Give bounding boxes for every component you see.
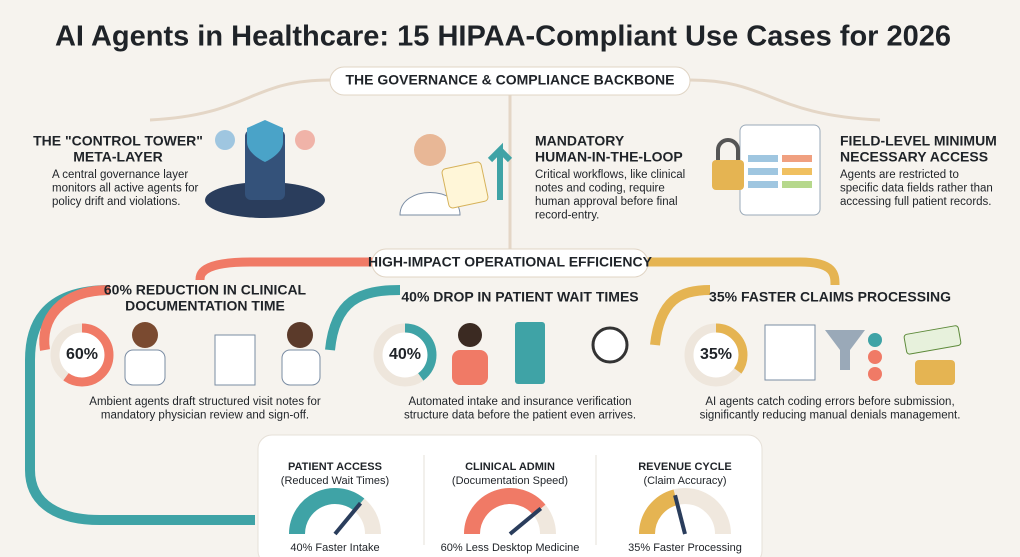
item-title: 35% FASTER CLAIMS PROCESSING <box>709 289 951 305</box>
section-header: THE GOVERNANCE & COMPLIANCE BACKBONE <box>345 72 674 88</box>
page-title: AI Agents in Healthcare: 15 HIPAA-Compli… <box>55 21 951 53</box>
item-text: Critical workflows, like clinical <box>535 169 685 181</box>
section-pill <box>371 248 649 278</box>
item-text: accessing full patient records. <box>840 196 992 208</box>
efficiency-icons <box>124 322 962 386</box>
connector <box>640 257 840 286</box>
control-tower-icon <box>205 120 325 218</box>
gauge-subtitle: (Documentation Speed) <box>452 475 568 487</box>
gauge-title: REVENUE CYCLE <box>638 461 732 473</box>
donut-label: 60% <box>66 346 98 363</box>
item-text: A central governance layer <box>52 169 188 181</box>
item-title: THE "CONTROL TOWER" <box>33 133 203 149</box>
connector <box>325 285 401 351</box>
item-text: mandatory physician review and sign-off. <box>101 410 309 422</box>
human-loop-icon <box>399 134 513 216</box>
item-title: MANDATORY <box>535 133 625 149</box>
item-text: Ambient agents draft structured visit no… <box>89 396 321 408</box>
gauge-needle <box>673 494 687 535</box>
gauge-needle <box>333 501 363 536</box>
gauge-caption: 60% Less Desktop Medicine <box>441 542 580 554</box>
item-text: Agents are restricted to <box>840 169 959 181</box>
gauge-caption: 40% Faster Intake <box>290 542 379 554</box>
item-text: notes and coding, require <box>535 183 665 195</box>
connector <box>195 257 380 281</box>
donut-label: 40% <box>389 346 421 363</box>
connector <box>650 285 711 346</box>
item-text: monitors all active agents for <box>52 183 199 195</box>
item-text: structure data before the patient even a… <box>404 410 636 422</box>
item-title: META-LAYER <box>73 149 162 165</box>
item-title: HUMAN-IN-THE-LOOP <box>535 149 683 165</box>
connector <box>39 285 111 351</box>
gauge-title: PATIENT ACCESS <box>288 461 382 473</box>
item-text: specific data fields rather than <box>840 183 993 195</box>
gauge-caption: 35% Faster Processing <box>628 542 742 554</box>
item-text: AI agents catch coding errors before sub… <box>705 396 954 408</box>
item-title: 40% DROP IN PATIENT WAIT TIMES <box>401 289 638 305</box>
item-text: policy drift and violations. <box>52 196 180 208</box>
item-title: 60% REDUCTION IN CLINICAL <box>104 282 307 298</box>
item-title: NECESSARY ACCESS <box>840 149 988 165</box>
donut-arc <box>50 323 114 387</box>
gauge-fill <box>464 488 546 535</box>
item-text: significantly reducing manual denials ma… <box>700 410 961 422</box>
gauge-needle <box>508 506 543 536</box>
item-text: human approval before final <box>535 196 678 208</box>
donut-arc <box>684 323 748 387</box>
item-text: record-entry. <box>535 210 599 222</box>
section-pill <box>329 66 691 96</box>
item-text: Automated intake and insurance verificat… <box>408 396 631 408</box>
gauge-fill <box>289 488 365 535</box>
gauge-title: CLINICAL ADMIN <box>465 461 555 473</box>
donut-label: 35% <box>700 346 732 363</box>
item-title: FIELD-LEVEL MINIMUM <box>840 133 997 149</box>
connector <box>149 78 881 250</box>
gauge-subtitle: (Reduced Wait Times) <box>281 475 389 487</box>
gauge-fill <box>639 489 679 535</box>
access-icon <box>712 124 821 216</box>
gauge-subtitle: (Claim Accuracy) <box>643 475 726 487</box>
section-header: HIGH-IMPACT OPERATIONAL EFFICIENCY <box>368 254 653 270</box>
item-title: DOCUMENTATION TIME <box>125 298 285 314</box>
donut-arc <box>373 323 437 387</box>
